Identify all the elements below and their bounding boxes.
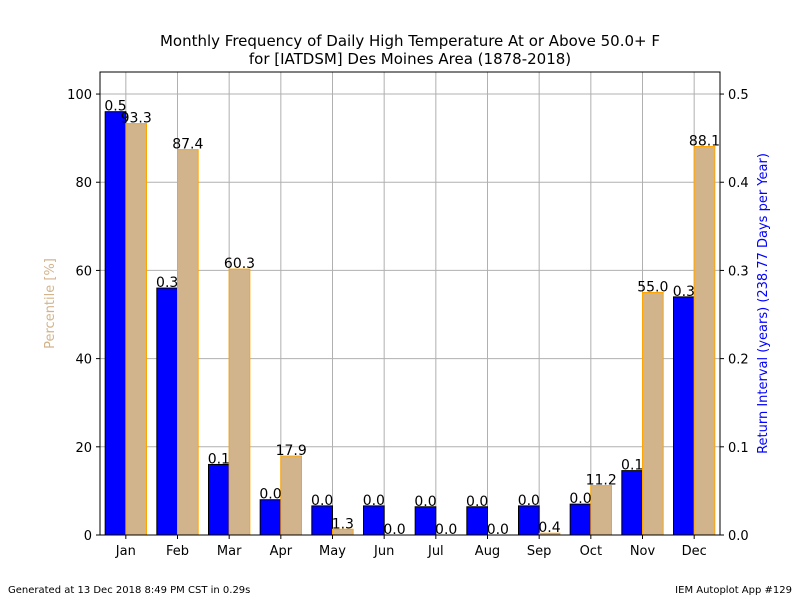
bar-label-percentile: 17.9 — [276, 443, 307, 459]
x-axis-tick-label: Mar — [217, 544, 242, 559]
right-axis-tick-label: 0.3 — [728, 264, 749, 279]
x-axis-tick-label: Sep — [527, 544, 552, 559]
bar-return-interval — [518, 505, 540, 536]
x-axis-tick-label: Dec — [682, 544, 707, 559]
left-axis-tick-label: 40 — [75, 353, 92, 368]
x-axis-tick-label: Jun — [373, 544, 394, 559]
plot-frame — [99, 71, 721, 536]
bar-percentile — [642, 291, 664, 536]
right-axis-tick-label: 0.4 — [728, 176, 749, 191]
x-axis-tick-label: Nov — [630, 544, 656, 559]
x-axis-tick-label: Oct — [580, 544, 602, 559]
bar-label-percentile: 0.0 — [487, 522, 509, 538]
bar-label-return-interval: 0.3 — [673, 284, 695, 300]
bar-label-return-interval: 0.0 — [259, 487, 281, 503]
bar-label-return-interval: 0.5 — [104, 99, 126, 115]
bar-return-interval — [569, 503, 592, 536]
left-axis-tick-label: 60 — [75, 264, 92, 279]
bar-return-interval — [311, 505, 334, 536]
bar-label-return-interval: 0.0 — [363, 493, 385, 509]
x-axis-tick-label: May — [319, 544, 346, 559]
right-axis-tick-label: 0.1 — [728, 441, 749, 456]
right-axis-tick-label: 0.2 — [728, 353, 749, 368]
bar-return-interval — [156, 287, 178, 536]
bar-label-return-interval: 0.1 — [621, 458, 643, 474]
bar-return-interval — [208, 463, 230, 536]
bar-label-percentile: 87.4 — [172, 137, 203, 153]
left-axis-tick-label: 80 — [75, 176, 92, 191]
bar-return-interval — [259, 499, 282, 536]
bar-percentile — [228, 268, 251, 536]
right-axis-tick-label: 0.0 — [728, 529, 749, 544]
bar-label-return-interval: 0.1 — [208, 451, 230, 467]
x-axis-tick-label: Aug — [475, 544, 500, 559]
bar-label-percentile: 1.3 — [332, 516, 354, 532]
bar-label-percentile: 0.4 — [538, 520, 560, 536]
bar-return-interval — [466, 506, 489, 536]
bar-label-percentile: 11.2 — [586, 473, 617, 489]
bar-return-interval — [673, 296, 695, 536]
bar-percentile — [177, 149, 199, 536]
bar-label-return-interval: 0.0 — [414, 494, 436, 510]
x-axis-tick-label: Apr — [270, 544, 293, 559]
left-axis-label: Percentile [%] — [43, 258, 58, 349]
bar-label-return-interval: 0.0 — [466, 494, 488, 510]
bar-return-interval — [104, 111, 127, 536]
bar-percentile — [125, 123, 148, 536]
bar-percentile — [693, 146, 716, 536]
bar-label-percentile: 88.1 — [689, 134, 720, 150]
chart-title-line-2: for [IATDSM] Des Moines Area (1878-2018) — [248, 50, 572, 68]
x-axis-tick-label: Feb — [166, 544, 189, 559]
footer-generated-text: Generated at 13 Dec 2018 8:49 PM CST in … — [8, 585, 251, 596]
bar-percentile — [280, 455, 303, 536]
bar-label-return-interval: 0.0 — [518, 493, 540, 509]
bar-label-percentile: 0.0 — [435, 522, 457, 538]
bar-label-percentile: 55.0 — [637, 279, 668, 295]
bar-return-interval — [621, 470, 643, 536]
bar-return-interval — [414, 506, 437, 536]
right-axis-label: Return Interval (years) (238.77 Days per… — [756, 153, 771, 454]
bar-label-percentile: 0.0 — [383, 522, 405, 538]
left-axis-tick-label: 100 — [67, 88, 92, 103]
bar-label-return-interval: 0.3 — [156, 275, 178, 291]
bar-return-interval — [363, 505, 385, 536]
chart-title-line-1: Monthly Frequency of Daily High Temperat… — [159, 32, 661, 50]
bar-percentile — [590, 485, 612, 536]
left-axis-tick-label: 0 — [84, 529, 92, 544]
bar-label-percentile: 93.3 — [121, 111, 152, 127]
x-axis-tick-label: Jul — [427, 544, 444, 559]
footer-app-label: IEM Autoplot App #129 — [675, 585, 792, 596]
x-axis-tick-label: Jan — [115, 544, 136, 559]
bar-label-percentile: 60.3 — [224, 256, 255, 272]
left-axis-tick-label: 20 — [75, 441, 92, 456]
right-axis-tick-label: 0.5 — [728, 88, 749, 103]
bar-label-return-interval: 0.0 — [569, 491, 591, 507]
bar-label-return-interval: 0.0 — [311, 493, 333, 509]
